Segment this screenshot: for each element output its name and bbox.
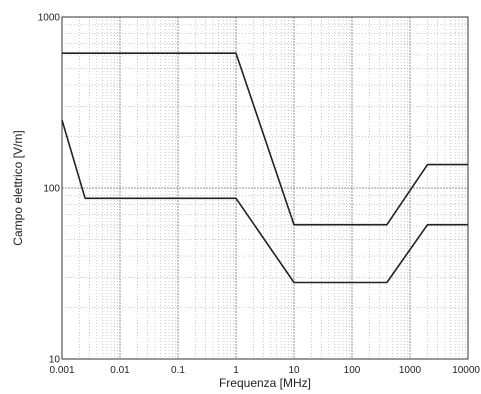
x-tick-label: 10 <box>288 365 300 376</box>
series-line-1 <box>62 52 468 226</box>
x-tick-label: 1 <box>233 365 239 376</box>
x-tick-label: 10000 <box>452 365 480 376</box>
x-tick-label: 0.001 <box>49 365 74 376</box>
grid <box>61 17 468 360</box>
y-tick-labels: 10 100 1000 <box>38 13 61 366</box>
y-axis-label: Campo elettrico [V/m] <box>11 130 25 245</box>
x-tick-label: 0.1 <box>171 365 185 376</box>
x-tick-label: 0.01 <box>110 365 130 376</box>
x-axis-label: Frequenza [MHz] <box>219 376 311 390</box>
y-tick-label: 1000 <box>38 13 61 24</box>
y-tick-label: 10 <box>49 355 61 366</box>
x-tick-labels: 0.001 0.01 0.1 1 10 100 1000 10000 <box>49 365 480 376</box>
y-tick-label: 100 <box>43 184 60 195</box>
x-tick-label: 100 <box>344 365 361 376</box>
series-layer <box>61 52 468 284</box>
plot-frame <box>61 16 469 360</box>
series-line-2 <box>61 119 468 284</box>
x-tick-label: 1000 <box>399 365 422 376</box>
